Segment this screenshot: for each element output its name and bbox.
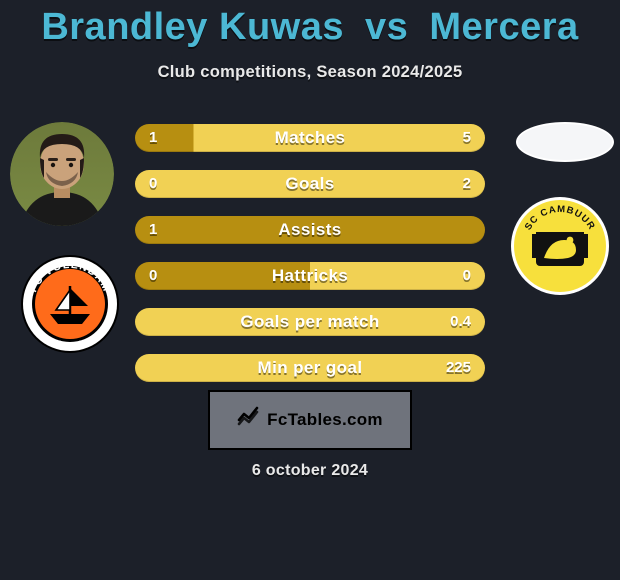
stat-right-value: 5 bbox=[463, 124, 471, 152]
stat-bar: 0 0Hattricks bbox=[135, 262, 485, 290]
player1-photo bbox=[10, 122, 114, 226]
club-left-badge: FC VOLENDAM bbox=[20, 254, 120, 354]
stat-label: Assists bbox=[135, 216, 485, 244]
stat-right-value: 2 bbox=[463, 170, 471, 198]
stat-right-value: 225 bbox=[446, 354, 471, 382]
date-stamp: 6 october 2024 bbox=[0, 462, 620, 480]
cambuur-crest-icon: SC CAMBUUR bbox=[510, 196, 610, 296]
page-title: Brandley Kuwas vs Mercera bbox=[0, 0, 620, 49]
player2-placeholder bbox=[516, 122, 614, 162]
stat-label: Goals per match bbox=[135, 308, 485, 336]
stat-bar: 1 5Matches bbox=[135, 124, 485, 152]
stat-left-value: 1 bbox=[149, 216, 157, 244]
stat-label: Min per goal bbox=[135, 354, 485, 382]
left-stack: FC VOLENDAM bbox=[10, 122, 130, 354]
comparison-infographic: Brandley Kuwas vs Mercera Club competiti… bbox=[0, 0, 620, 580]
player2-name: Mercera bbox=[429, 6, 578, 48]
stat-bar: 1Assists bbox=[135, 216, 485, 244]
stat-bar: 0.4Goals per match bbox=[135, 308, 485, 336]
stat-label: Goals bbox=[135, 170, 485, 198]
stat-label: Hattricks bbox=[135, 262, 485, 290]
player1-photo-svg bbox=[10, 122, 114, 226]
branding-text: FcTables.com bbox=[267, 410, 383, 430]
stat-right-value: 0.4 bbox=[450, 308, 471, 336]
subtitle: Club competitions, Season 2024/2025 bbox=[0, 63, 620, 82]
stat-right-value: 0 bbox=[463, 262, 471, 290]
stat-label: Matches bbox=[135, 124, 485, 152]
stat-bar: 0 2Goals bbox=[135, 170, 485, 198]
title-vs: vs bbox=[365, 6, 408, 48]
stat-left-value: 1 bbox=[149, 124, 157, 152]
stat-left-value: 0 bbox=[149, 262, 157, 290]
chart-icon bbox=[237, 406, 259, 432]
right-stack: SC CAMBUUR bbox=[490, 122, 610, 296]
player1-name: Brandley Kuwas bbox=[41, 6, 344, 48]
stat-bars: 15Matches02Goals1Assists00Hattricks0.4Go… bbox=[135, 124, 485, 400]
club-right-badge: SC CAMBUUR bbox=[510, 196, 610, 296]
volendam-crest-icon: FC VOLENDAM bbox=[20, 254, 120, 354]
stat-bar: 225Min per goal bbox=[135, 354, 485, 382]
stat-left-value: 0 bbox=[149, 170, 157, 198]
branding-box: FcTables.com bbox=[208, 390, 412, 450]
